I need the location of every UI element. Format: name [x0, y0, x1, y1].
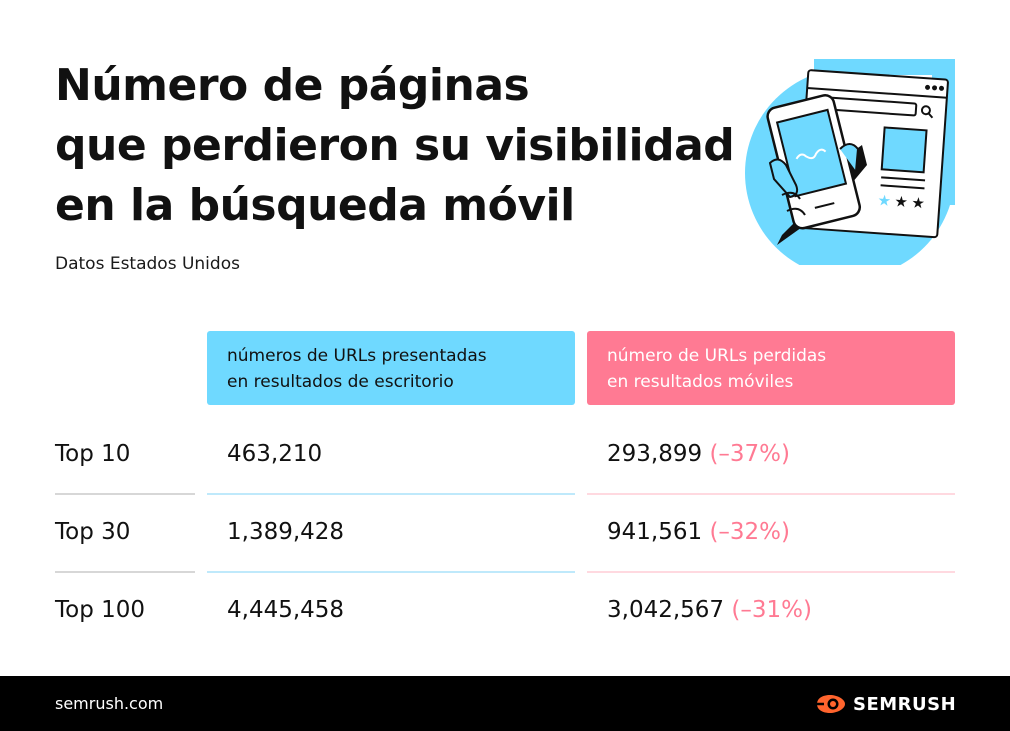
brand-name: SEMRUSH	[853, 693, 957, 715]
title-line-3: en la búsqueda móvil	[55, 180, 575, 231]
row-divider	[207, 493, 575, 495]
cell-mobile-value-top-30: 941,561	[607, 519, 703, 545]
column-header-desktop-line-1: números de URLs presentadas	[227, 346, 487, 366]
column-header-mobile-line-2: en resultados móviles	[607, 372, 794, 392]
column-header-mobile-line-1: número de URLs perdidas	[607, 346, 827, 366]
row-divider	[587, 493, 955, 495]
brand-logo: SEMRUSH	[815, 692, 956, 716]
cell-mobile-value-top-10: 293,899	[607, 441, 703, 467]
cell-mobile-top-10: 293,899 (–37%)	[607, 441, 790, 467]
cell-mobile-pct-top-30: (–32%)	[709, 519, 791, 545]
cell-mobile-value-top-100: 3,042,567	[607, 597, 725, 623]
column-header-desktop-line-2: en resultados de escritorio	[227, 372, 454, 392]
row-divider	[55, 493, 195, 495]
footer-bar: semrush.com SEMRUSH	[0, 676, 1010, 731]
cell-mobile-top-100: 3,042,567 (–31%)	[607, 597, 812, 623]
svg-text:★: ★	[894, 192, 909, 211]
row-label-top-100: Top 100	[55, 597, 146, 623]
row-divider	[207, 571, 575, 573]
cell-desktop-top-30: 1,389,428	[227, 519, 345, 545]
star-rating-icon: ★ ★ ★	[877, 191, 926, 212]
chart-subtitle: Datos Estados Unidos	[55, 254, 240, 274]
hand-holding-phone-icon: ★ ★ ★	[742, 45, 962, 278]
cell-desktop-top-10: 463,210	[227, 441, 323, 467]
title-line-1: Número de páginas	[55, 60, 530, 111]
cell-mobile-top-30: 941,561 (–32%)	[607, 519, 790, 545]
column-header-mobile: número de URLs perdidas en resultados mó…	[587, 331, 955, 405]
row-divider	[587, 571, 955, 573]
svg-text:★: ★	[911, 194, 926, 213]
row-divider	[55, 571, 195, 573]
chart-title: Número de páginas que perdieron su visib…	[55, 56, 735, 236]
semrush-flame-icon	[815, 695, 845, 713]
cell-mobile-pct-top-100: (–31%)	[731, 597, 812, 623]
row-label-top-10: Top 10	[55, 441, 131, 467]
title-line-2: que perdieron su visibilidad	[55, 120, 735, 171]
svg-text:★: ★	[877, 191, 892, 210]
column-header-desktop: números de URLs presentadas en resultado…	[207, 331, 575, 405]
footer-url: semrush.com	[55, 694, 164, 713]
cell-desktop-top-100: 4,445,458	[227, 597, 345, 623]
cell-mobile-pct-top-10: (–37%)	[709, 441, 791, 467]
row-label-top-30: Top 30	[55, 519, 131, 545]
